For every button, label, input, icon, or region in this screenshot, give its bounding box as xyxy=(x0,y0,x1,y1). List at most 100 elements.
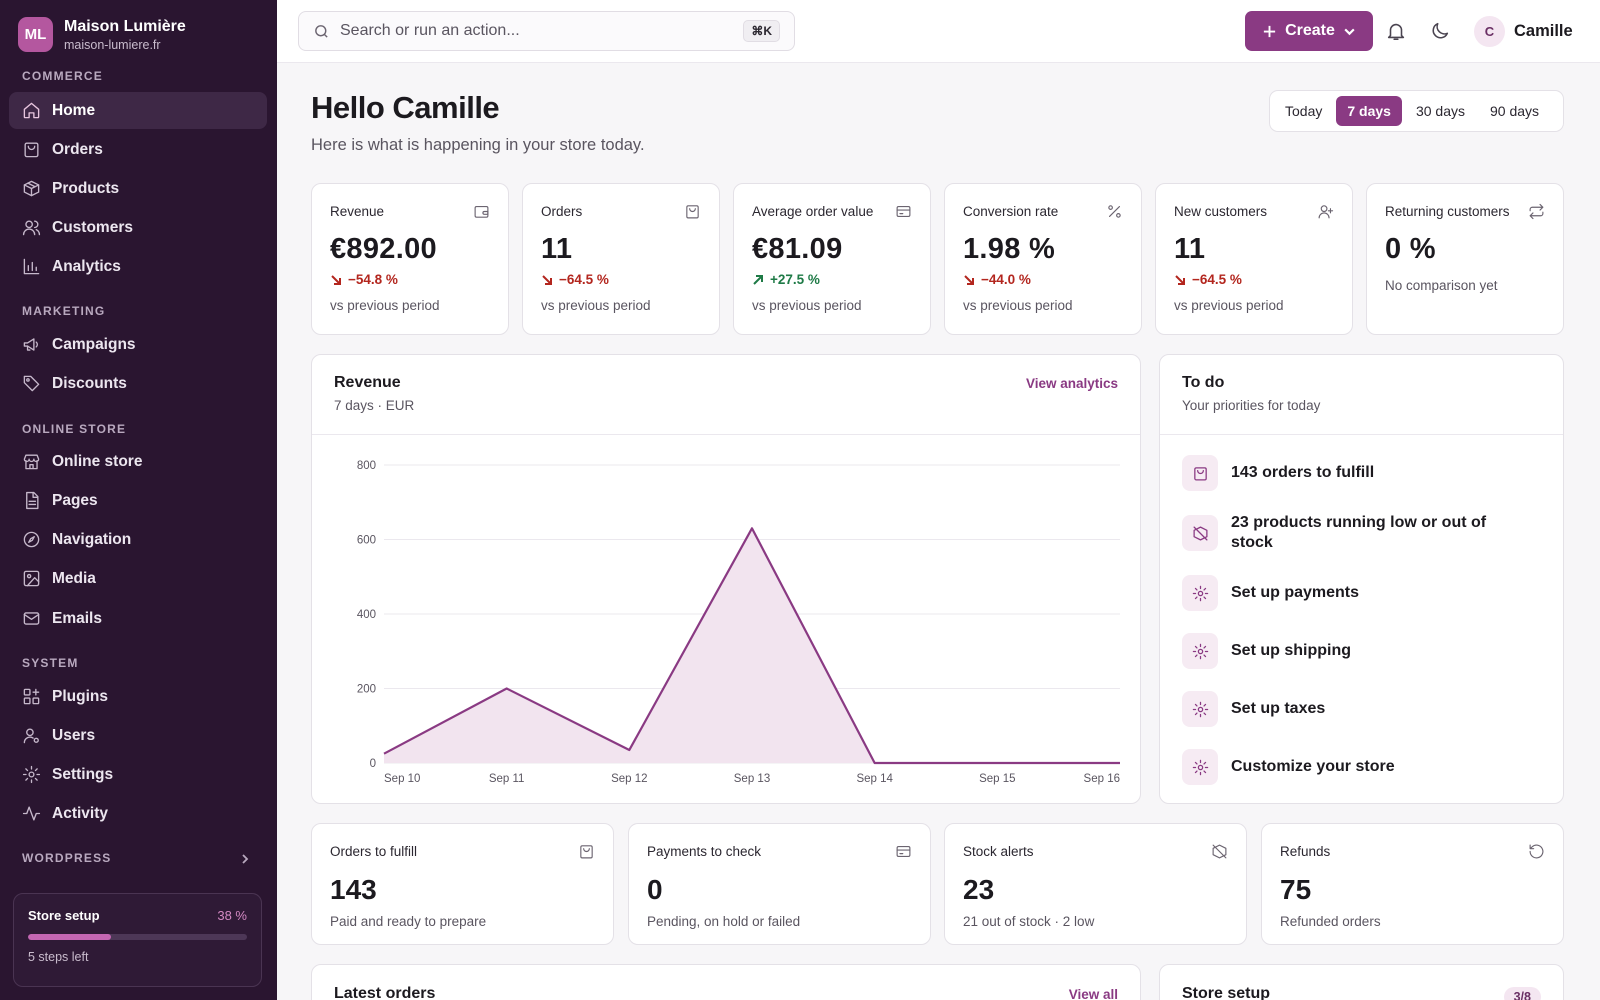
range-today[interactable]: Today xyxy=(1285,103,1323,119)
sidebar-item-emails[interactable]: Emails xyxy=(9,600,267,637)
sidebar-item-settings[interactable]: Settings xyxy=(9,756,267,793)
sidebar-item-products[interactable]: Products xyxy=(9,170,267,207)
user-gear-icon xyxy=(23,728,39,744)
todo-item-orders[interactable]: 143 orders to fulfill xyxy=(1182,455,1541,491)
sidebar-item-label: Orders xyxy=(52,140,103,158)
view-analytics-link[interactable]: View analytics xyxy=(1025,376,1118,391)
revenue-chart-subtitle: 7 days · EUR xyxy=(334,398,415,413)
y-tick-label: 400 xyxy=(357,609,376,621)
search-input[interactable] xyxy=(340,22,720,40)
stat-sub: Paid and ready to prepare xyxy=(330,914,487,929)
latest-orders-title: Latest orders xyxy=(334,985,436,1000)
sidebar-item-activity[interactable]: Activity xyxy=(9,795,267,832)
refund-icon xyxy=(1529,844,1544,859)
x-tick-label: Sep 14 xyxy=(856,773,893,785)
revenue-area xyxy=(384,528,1120,763)
todo-title: To do xyxy=(1182,374,1225,391)
search-icon xyxy=(315,24,328,38)
bar-chart-icon xyxy=(23,258,40,275)
sidebar-item-users[interactable]: Users xyxy=(9,717,267,754)
todo-card: To do Your priorities for today 143 orde… xyxy=(1159,354,1564,804)
sidebar-item-online-store[interactable]: Online store xyxy=(9,443,267,480)
sidebar-item-label: Navigation xyxy=(52,530,132,548)
megaphone-icon xyxy=(23,338,38,351)
todo-item-text: Customize your store xyxy=(1231,758,1395,775)
sidebar-item-analytics[interactable]: Analytics xyxy=(9,248,267,285)
section-online-store: ONLINE STORE xyxy=(22,422,127,436)
kpi-value: 0 % xyxy=(1385,233,1436,265)
plugin-icon xyxy=(23,688,40,705)
section-marketing: MARKETING xyxy=(22,304,106,318)
create-button[interactable]: Create xyxy=(1245,11,1373,51)
stat-label: Payments to check xyxy=(647,844,762,859)
store-setup-card[interactable]: Store setup 38 % 5 steps left xyxy=(13,893,262,987)
bell-icon[interactable] xyxy=(1385,20,1407,42)
page-icon xyxy=(26,491,39,510)
sidebar-item-home[interactable]: Home xyxy=(9,92,267,129)
gear-icon xyxy=(1192,643,1208,659)
todo-item-text: Set up taxes xyxy=(1231,700,1326,717)
sidebar-item-customers[interactable]: Customers xyxy=(9,209,267,246)
view-all-orders-link[interactable]: View all xyxy=(1068,987,1118,1000)
todo-item-text: 143 orders to fulfill xyxy=(1231,464,1375,481)
activity-icon xyxy=(22,806,41,821)
store-setup-percent: 38 % xyxy=(217,908,247,923)
section-system: SYSTEM xyxy=(22,656,79,670)
kpi-sub: vs previous period xyxy=(963,298,1073,313)
user-menu[interactable]: C Camille xyxy=(1474,16,1573,47)
kpi-delta: −44.0 % xyxy=(963,272,1123,287)
sidebar-item-discounts[interactable]: Discounts xyxy=(9,365,267,402)
user-name: Camille xyxy=(1514,22,1573,40)
revenue-chart-title: Revenue xyxy=(334,374,401,391)
range-7-days[interactable]: 7 days xyxy=(1336,96,1402,126)
kpi-delta-value: −44.0 % xyxy=(981,272,1031,287)
sidebar-item-media[interactable]: Media xyxy=(9,560,267,597)
sidebar-item-label: Discounts xyxy=(52,374,127,392)
moon-icon[interactable] xyxy=(1429,20,1451,42)
y-tick-label: 800 xyxy=(357,460,376,472)
chevron-right-icon[interactable] xyxy=(239,852,251,864)
sidebar-item-navigation[interactable]: Navigation xyxy=(9,521,267,558)
todo-item-stock[interactable]: 23 products running low or out of stock xyxy=(1182,513,1541,553)
sidebar-item-pages[interactable]: Pages xyxy=(9,482,267,519)
kpi-card-conversion-rate[interactable]: Conversion rate 1.98 % −44.0 % vs previo… xyxy=(944,183,1142,335)
chevron-down-icon xyxy=(1344,28,1355,35)
range-90-days[interactable]: 90 days xyxy=(1490,103,1540,119)
range-30-days[interactable]: 30 days xyxy=(1415,103,1465,119)
kpi-card-new-customers[interactable]: New customers 11 −64.5 % vs previous per… xyxy=(1155,183,1353,335)
gear-icon xyxy=(22,765,41,784)
kpi-card-returning-customers[interactable]: Returning customers 0 % No comparison ye… xyxy=(1366,183,1564,335)
kpi-delta: +27.5 % xyxy=(752,272,912,287)
todo-item-payments[interactable]: Set up payments xyxy=(1182,575,1541,611)
kpi-card-average-order-value[interactable]: Average order value €81.09 +27.5 % vs pr… xyxy=(733,183,931,335)
box-icon xyxy=(23,180,40,197)
image-icon xyxy=(23,570,40,587)
sidebar-item-campaigns[interactable]: Campaigns xyxy=(9,326,267,363)
todo-item-customize[interactable]: Customize your store xyxy=(1182,749,1541,785)
stat-card-stock-alerts[interactable]: Stock alerts 23 21 out of stock · 2 low xyxy=(944,823,1247,945)
section-wordpress[interactable]: WORDPRESS xyxy=(22,851,112,865)
stat-card-orders-to-fulfill[interactable]: Orders to fulfill 143 Paid and ready to … xyxy=(311,823,614,945)
sidebar-item-plugins[interactable]: Plugins xyxy=(9,678,267,715)
page-subtitle: Here is what is happening in your store … xyxy=(311,136,645,154)
wallet-icon xyxy=(474,205,489,218)
kpi-value: €81.09 xyxy=(752,233,843,265)
store-setup-steps-left: 5 steps left xyxy=(28,950,89,964)
create-button-label: Create xyxy=(1285,22,1335,39)
bag-icon xyxy=(1193,466,1207,481)
todo-item-text: Set up payments xyxy=(1231,584,1360,601)
tag-icon xyxy=(23,375,40,392)
todo-item-taxes[interactable]: Set up taxes xyxy=(1182,691,1541,727)
revenue-chart-card: Revenue 7 days · EUR View analytics 0 200… xyxy=(311,354,1141,804)
x-tick-label: Sep 11 xyxy=(489,773,525,785)
todo-item-shipping[interactable]: Set up shipping xyxy=(1182,633,1541,669)
stat-card-payments-to-check[interactable]: Payments to check 0 Pending, on hold or … xyxy=(628,823,931,945)
x-tick-label: Sep 12 xyxy=(611,773,647,785)
brand[interactable]: ML Maison Lumière maison-lumiere.fr xyxy=(18,17,186,52)
stat-card-refunds[interactable]: Refunds 75 Refunded orders xyxy=(1261,823,1564,945)
kpi-card-orders[interactable]: Orders 11 −64.5 % vs previous period xyxy=(522,183,720,335)
bag-icon xyxy=(24,142,39,158)
search-bar[interactable]: ⌘K xyxy=(298,11,795,51)
kpi-card-revenue[interactable]: Revenue €892.00 −54.8 % vs previous peri… xyxy=(311,183,509,335)
sidebar-item-orders[interactable]: Orders xyxy=(9,131,267,168)
